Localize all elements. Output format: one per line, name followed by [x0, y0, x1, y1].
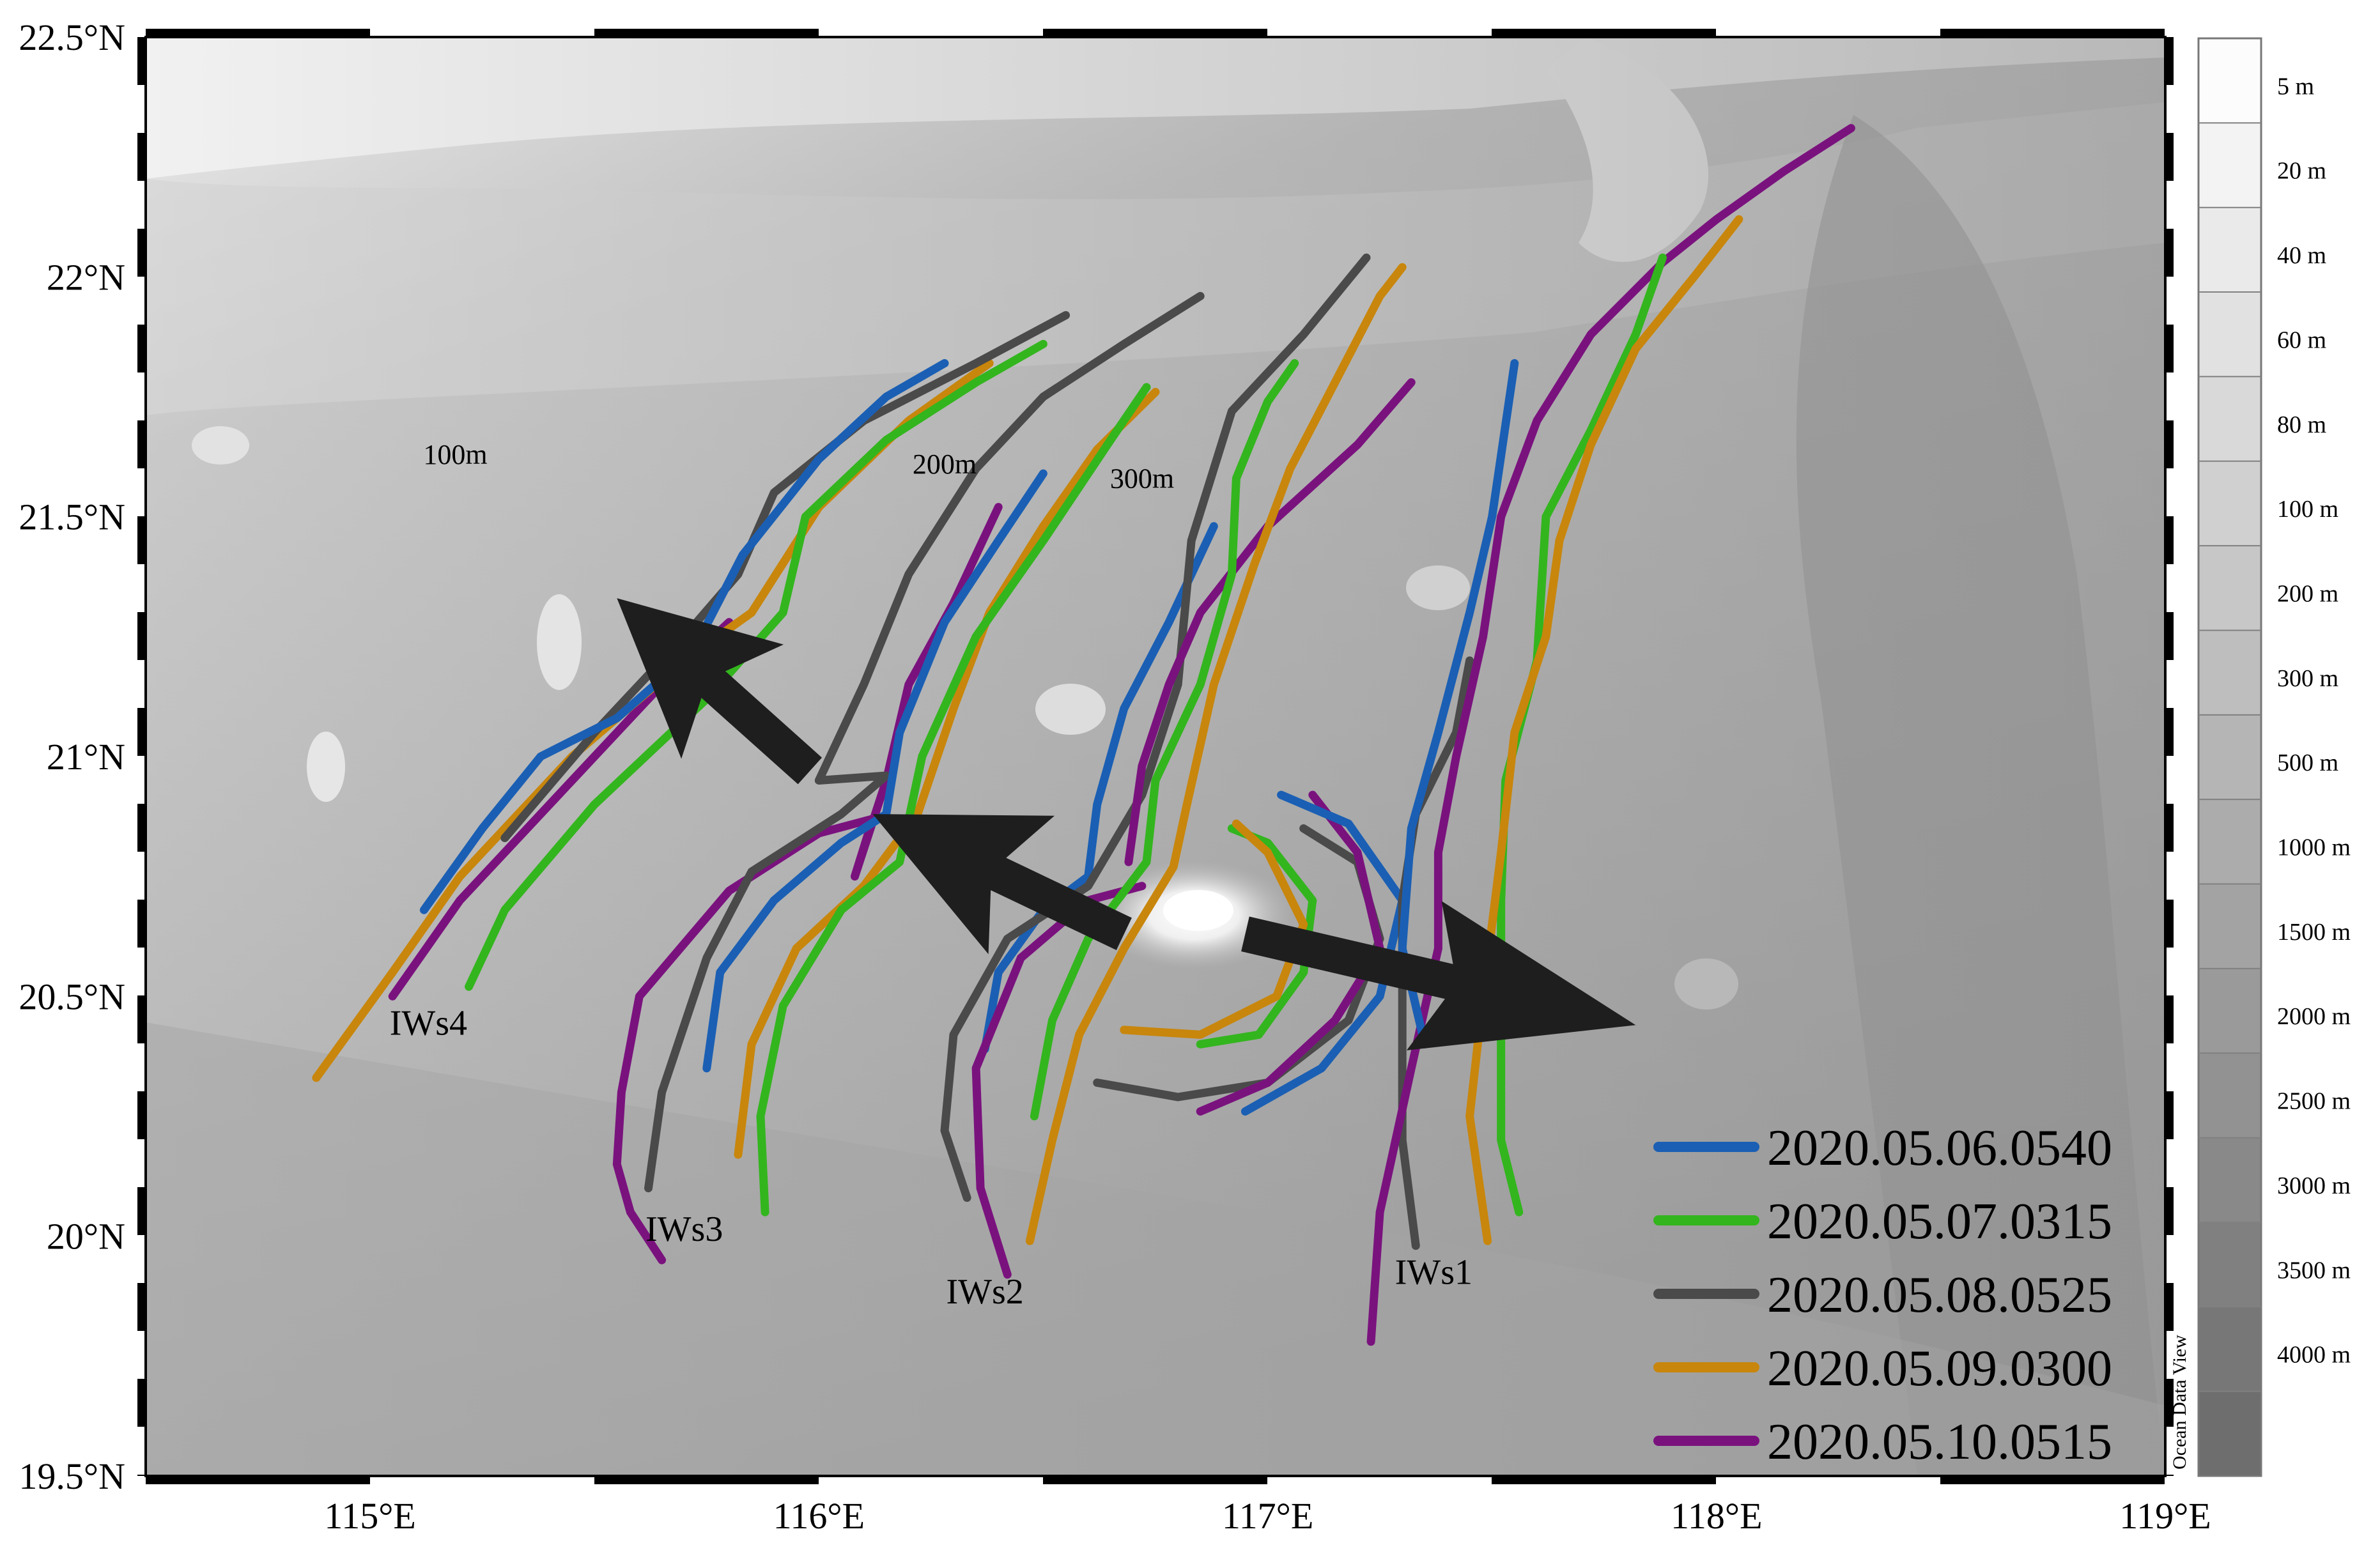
contour-labels: 100m 200m 300m: [423, 439, 1174, 495]
colorbar-segment: [2198, 1222, 2261, 1307]
colorbar-label: 3500 m: [2277, 1257, 2351, 1284]
wave-front-iws3-7: [734, 388, 1160, 1159]
wave-front-iws3-6: [644, 291, 1205, 1193]
y-tick-label: 22.5°N: [19, 17, 125, 58]
y-axis-ticks: 22.5°N 22°N 21.5°N 21°N 20.5°N 20°N 19.5°N: [19, 17, 125, 1497]
wave-group-label: IWs3: [645, 1210, 723, 1249]
y-tick-label: 20°N: [47, 1216, 125, 1257]
colorbar-segment: [2198, 546, 2261, 631]
depth-colorbar: Ocean Data View 5 m 20 m 40 m 60 m 80 m 100 m…: [2169, 37, 2351, 1477]
colorbar-label: 100 m: [2277, 496, 2338, 523]
colorbar-label: 2000 m: [2277, 1003, 2351, 1030]
colorbar-segment: [2198, 461, 2261, 546]
legend-label: 2020.05.08.0525: [1767, 1267, 2112, 1323]
colorbar-segment: [2198, 884, 2261, 969]
colorbar-label: 200 m: [2277, 580, 2338, 607]
legend-label: 2020.05.10.0515: [1767, 1414, 2112, 1470]
colorbar-segment: [2198, 799, 2261, 885]
legend: 2020.05.06.0540 2020.05.07.0315 2020.05.08…: [1653, 1120, 2112, 1470]
legend-label: 2020.05.07.0315: [1767, 1194, 2112, 1250]
contour-label: 300m: [1110, 463, 1174, 495]
x-tick-label: 117°E: [1222, 1495, 1313, 1537]
colorbar-label: 40 m: [2277, 242, 2326, 269]
colorbar-label: 4000 m: [2277, 1342, 2351, 1369]
colorbar-segment: [2198, 1391, 2261, 1477]
x-tick-label: 115°E: [324, 1495, 415, 1537]
propagation-arrow-1: [617, 598, 822, 785]
colorbar-segment: [2198, 292, 2261, 377]
colorbar-segment: [2198, 123, 2261, 208]
wave-group-label: IWs4: [390, 1003, 467, 1043]
colorbar-segment: [2198, 968, 2261, 1054]
colorbar-segment: [2198, 38, 2261, 123]
wave-front-iws2-14: [1030, 359, 1299, 1121]
legend-label: 2020.05.06.0540: [1767, 1120, 2112, 1176]
wave-group-label: IWs2: [947, 1272, 1024, 1312]
colorbar-label: 1000 m: [2277, 834, 2351, 861]
propagation-arrow-2: [872, 814, 1132, 955]
colorbar-segment: [2198, 207, 2261, 293]
colorbar-label: 60 m: [2277, 326, 2326, 353]
wave-front-iws2-15: [1025, 263, 1407, 1245]
x-tick-label: 119°E: [2119, 1495, 2211, 1537]
wave-front-iws1-18: [1240, 790, 1407, 1116]
wave-front-iws3-9: [702, 469, 1047, 1073]
colorbar-label: 80 m: [2277, 411, 2326, 438]
colorbar-title: Ocean Data View: [2169, 1335, 2190, 1470]
contour-label: 100m: [423, 439, 487, 470]
y-tick-label: 20.5°N: [19, 976, 125, 1017]
wave-front-iws2-12: [971, 882, 1147, 1279]
y-tick-label: 21.5°N: [19, 496, 125, 538]
wave-front-iws1-23: [1398, 359, 1519, 1048]
wave-group-label: IWs1: [1395, 1253, 1472, 1293]
propagation-arrows: [617, 598, 1636, 1050]
colorbar-label: 3000 m: [2277, 1172, 2351, 1199]
colorbar-label: 500 m: [2277, 749, 2338, 776]
colorbar-segment: [2198, 1307, 2261, 1392]
y-tick-label: 21°N: [47, 736, 125, 778]
colorbar-label: 2500 m: [2277, 1088, 2351, 1115]
colorbar-label: 20 m: [2277, 158, 2326, 185]
colorbar-label: 1500 m: [2277, 919, 2351, 946]
wave-front-iws2-10: [980, 522, 1218, 1054]
colorbar-segment: [2198, 1053, 2261, 1139]
contour-label: 200m: [913, 449, 977, 480]
wave-front-iws2-13: [1124, 378, 1416, 866]
propagation-arrow-3: [1241, 901, 1636, 1050]
colorbar-segment: [2198, 1137, 2261, 1223]
colorbar-segment: [2198, 714, 2261, 800]
colorbar-segment: [2198, 376, 2261, 462]
map-frame: [137, 29, 2174, 1484]
colorbar-border: [2197, 37, 2262, 1477]
x-tick-label: 118°E: [1671, 1495, 1762, 1537]
x-axis-ticks: 115°E 116°E 117°E 118°E 119°E: [324, 1495, 2211, 1537]
colorbar-label: 5 m: [2277, 73, 2314, 100]
y-tick-label: 22°N: [47, 256, 125, 298]
wave-front-iws4-3: [465, 339, 1047, 991]
x-tick-label: 116°E: [773, 1495, 865, 1537]
colorbar-segment: [2198, 630, 2261, 716]
wave-front-iws1-17: [1196, 790, 1384, 1116]
legend-label: 2020.05.09.0300: [1767, 1340, 2112, 1397]
wave-group-labels: IWs4 IWs3 IWs2 IWs1: [390, 1003, 1472, 1311]
colorbar-label: 300 m: [2277, 665, 2338, 692]
wave-front-iws3-8: [756, 383, 1151, 1217]
y-tick-label: 19.5°N: [19, 1455, 125, 1497]
